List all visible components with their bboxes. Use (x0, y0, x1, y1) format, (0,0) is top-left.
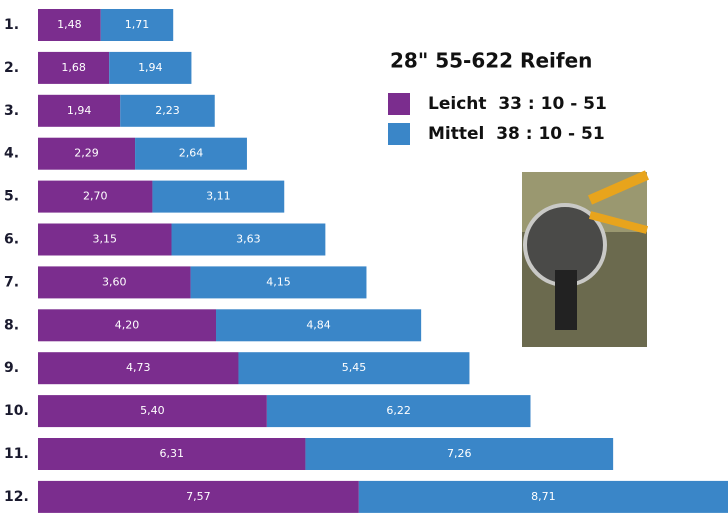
y-tick-label: 8. (4, 317, 19, 333)
photo (522, 170, 650, 347)
value-label: 3,11 (206, 190, 231, 203)
bar (109, 51, 192, 84)
y-tick-label: 4. (4, 146, 19, 162)
bar (38, 438, 306, 470)
bar (38, 9, 101, 41)
bar (38, 352, 239, 385)
value-label: 3,60 (102, 275, 127, 288)
bar (38, 266, 191, 299)
bar (38, 223, 172, 256)
legend-label: Mittel 38 : 10 - 51 (428, 124, 605, 144)
value-label: 3,15 (93, 233, 118, 246)
value-label: 7,57 (186, 490, 211, 503)
bar (38, 180, 153, 213)
bar (120, 94, 215, 127)
value-label: 1,68 (61, 61, 86, 74)
bar (100, 9, 174, 41)
bar (266, 395, 531, 428)
value-label: 2,64 (179, 147, 204, 160)
bar (152, 180, 285, 213)
value-label: 2,70 (83, 190, 108, 203)
value-label: 8,71 (531, 490, 556, 503)
y-tick-label: 5. (4, 189, 19, 205)
value-label: 3,63 (236, 233, 261, 246)
y-tick-label: 2. (4, 60, 19, 76)
bar (358, 480, 728, 513)
value-label: 4,84 (306, 318, 331, 331)
bar (135, 137, 247, 170)
value-label: 2,29 (74, 147, 99, 160)
y-tick-label: 7. (4, 274, 19, 290)
legend-swatch (388, 93, 410, 115)
y-tick-label: 10. (4, 403, 29, 419)
bar (38, 395, 267, 428)
bar (305, 438, 614, 470)
bar (38, 480, 359, 513)
bar (38, 309, 217, 342)
y-tick-label: 3. (4, 103, 19, 119)
value-label: 2,23 (155, 104, 180, 117)
y-tick-label: 6. (4, 232, 19, 248)
value-label: 6,31 (159, 447, 184, 460)
bar (190, 266, 367, 299)
chart-title: 28" 55-622 Reifen (390, 49, 592, 73)
value-label: 1,48 (57, 18, 82, 31)
value-label: 4,15 (266, 275, 291, 288)
value-label: 1,94 (138, 61, 163, 74)
legend-label: Leicht 33 : 10 - 51 (428, 94, 607, 114)
value-label: 7,26 (447, 447, 472, 460)
bar (38, 94, 121, 127)
bar (216, 309, 422, 342)
value-label: 1,71 (125, 18, 150, 31)
y-tick-label: 9. (4, 360, 19, 376)
y-tick-label: 1. (4, 17, 19, 33)
value-label: 5,40 (140, 404, 165, 417)
bar (238, 352, 470, 385)
y-tick-label: 12. (4, 489, 29, 505)
bar (171, 223, 326, 256)
value-label: 6,22 (386, 404, 411, 417)
value-label: 4,73 (126, 361, 151, 374)
value-label: 5,45 (342, 361, 367, 374)
value-label: 4,20 (115, 318, 140, 331)
bar (38, 51, 110, 84)
y-tick-label: 11. (4, 446, 29, 462)
bar (38, 137, 136, 170)
legend-swatch (388, 123, 410, 145)
value-label: 1,94 (67, 104, 92, 117)
